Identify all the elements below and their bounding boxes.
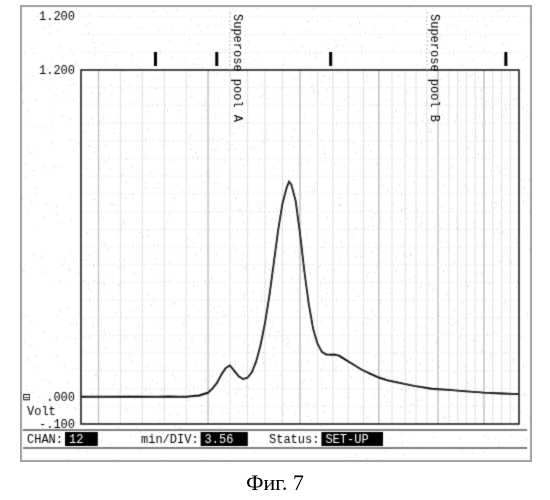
chromatogram-chart bbox=[20, 5, 532, 462]
figure-caption: Фиг. 7 bbox=[0, 470, 550, 496]
